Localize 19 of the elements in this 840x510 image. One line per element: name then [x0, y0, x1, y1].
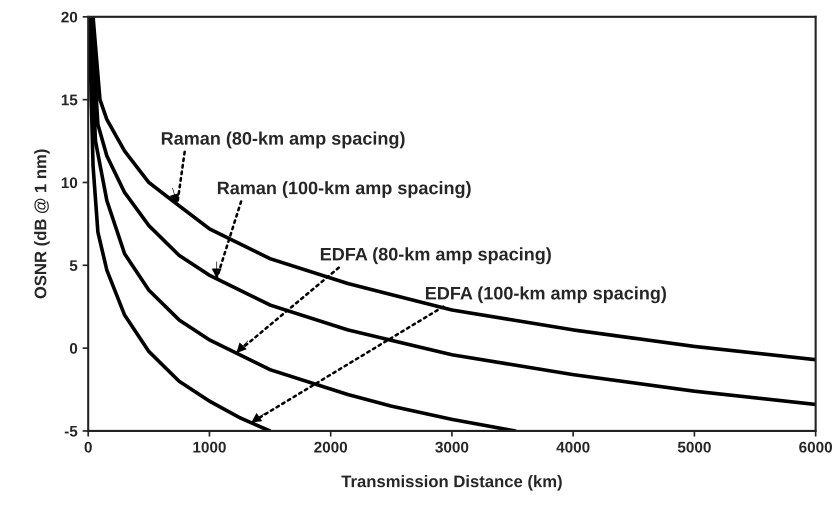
y-tick-label: 0 — [70, 342, 78, 354]
y-tick-label: 10 — [62, 177, 78, 188]
x-tick-label: 2000 — [314, 442, 348, 453]
x-tick-label: 6000 — [799, 442, 832, 453]
y-tick-label: -5 — [64, 426, 78, 437]
y-tick-label: 15 — [62, 94, 78, 106]
x-tick-label: 1000 — [193, 442, 226, 453]
annotation: EDFA (100-km amp spacing) — [426, 286, 666, 304]
y-tick-label: 5 — [70, 260, 78, 271]
annotation: Raman (80-km amp spacing) — [162, 132, 405, 148]
x-axis-title: Transmission Distance (km) — [341, 475, 562, 491]
y-tick-label: 20 — [61, 12, 78, 23]
x-tick-label: 4000 — [556, 442, 590, 453]
x-tick-label: 5000 — [678, 442, 711, 453]
x-tick-label: 3000 — [435, 442, 468, 453]
x-tick-label: 0 — [84, 442, 92, 453]
annotation: EDFA (80-km amp spacing) — [320, 247, 551, 264]
y-axis-title: OSNR (dB @ 1 nm) — [34, 149, 50, 298]
annotation: Raman (100-km amp spacing) — [218, 181, 471, 198]
